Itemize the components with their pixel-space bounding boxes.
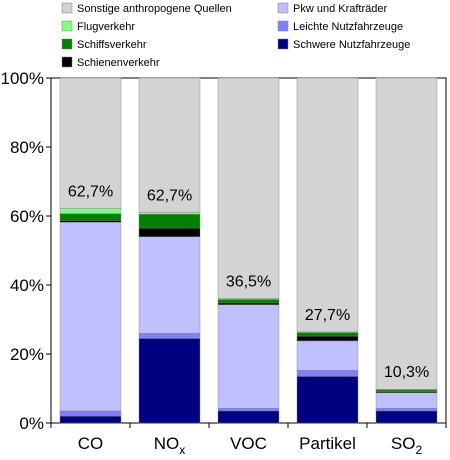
legend-label: Pkw und Krafträder: [293, 3, 387, 15]
legend-label: Schiffsverkehr: [77, 39, 147, 51]
bar-segment: [375, 389, 438, 392]
bar-segment: [375, 77, 438, 390]
x-axis: CO NOx VOC Partikel SO2: [50, 423, 447, 457]
legend-swatch: [61, 38, 73, 50]
bar-segment: [217, 299, 280, 304]
bar-segment: [138, 338, 201, 424]
legend-label: Schwere Nutzfahrzeuge: [293, 39, 410, 51]
plot-area: 62,7% 62,7% 36,5% 27,7% 10,3%: [50, 77, 447, 424]
bar-segment: [296, 77, 359, 333]
bar-segment: [59, 220, 122, 223]
bar-segment: [296, 340, 359, 371]
legend-label: Flugverkehr: [77, 21, 135, 33]
legend-label: Sonstige anthropogene Quellen: [77, 3, 232, 15]
bar-segment: [59, 208, 122, 214]
y-tick-label: 100%: [1, 69, 44, 88]
bar-segment: [138, 77, 201, 213]
category-name: NO: [154, 434, 180, 453]
y-axis: 0% 20% 40% 60% 80% 100%: [1, 69, 51, 433]
y-tick-label: 40%: [10, 276, 44, 295]
data-label: 62,7%: [147, 188, 192, 205]
bar-segment: [217, 77, 280, 299]
bar-segment: [217, 407, 280, 412]
bar-segment: [375, 407, 438, 412]
legend-swatch: [277, 38, 289, 50]
y-tick-label: 0%: [19, 414, 44, 433]
bar-segment: [138, 333, 201, 339]
category-label: Partikel: [299, 434, 356, 453]
legend-swatch: [61, 20, 73, 32]
legend-label: Leichte Nutzfahrzeuge: [293, 21, 403, 33]
y-tick-label: 80%: [10, 138, 44, 157]
bar-segment: [217, 302, 280, 305]
bar-segment: [217, 410, 280, 424]
category-label: VOC: [230, 434, 267, 453]
category-name: SO: [391, 434, 416, 453]
category-label: CO: [78, 434, 104, 453]
category-name: CO: [78, 434, 104, 453]
data-label: 27,7%: [305, 307, 350, 324]
category-subscript: x: [179, 443, 185, 457]
bar-segment: [138, 227, 201, 237]
bar-segment: [59, 415, 122, 424]
category-label: NOx: [154, 434, 186, 457]
bar-segment: [296, 332, 359, 337]
bar-segment: [296, 370, 359, 377]
data-label: 10,3%: [384, 364, 429, 381]
y-tick-label: 60%: [10, 207, 44, 226]
bar-segment: [138, 212, 201, 215]
category-label: SO2: [391, 434, 423, 457]
bar-segment: [59, 222, 122, 412]
chart-legend: Sonstige anthropogene Quellen Flugverkehr…: [61, 2, 410, 69]
bar-segment: [59, 77, 122, 209]
legend-swatch: [277, 2, 289, 14]
bar-segment: [138, 236, 201, 334]
bar-segment: [375, 410, 438, 424]
category-subscript: 2: [415, 443, 422, 457]
bar-segment: [296, 335, 359, 342]
bar-segment: [217, 304, 280, 409]
bar-segment: [59, 213, 122, 221]
category-name: VOC: [230, 434, 267, 453]
legend-swatch: [61, 56, 73, 68]
legend-swatch: [61, 2, 73, 14]
y-tick-label: 20%: [10, 345, 44, 364]
bar-segment: [296, 376, 359, 424]
data-label: 36,5%: [226, 273, 271, 290]
bar-segment: [138, 214, 201, 229]
legend-label: Schienenverkehr: [77, 57, 160, 69]
legend-swatch: [277, 20, 289, 32]
category-name: Partikel: [299, 434, 356, 453]
data-label: 62,7%: [68, 183, 113, 200]
bar-segment: [59, 410, 122, 417]
bar-segment: [375, 392, 438, 409]
